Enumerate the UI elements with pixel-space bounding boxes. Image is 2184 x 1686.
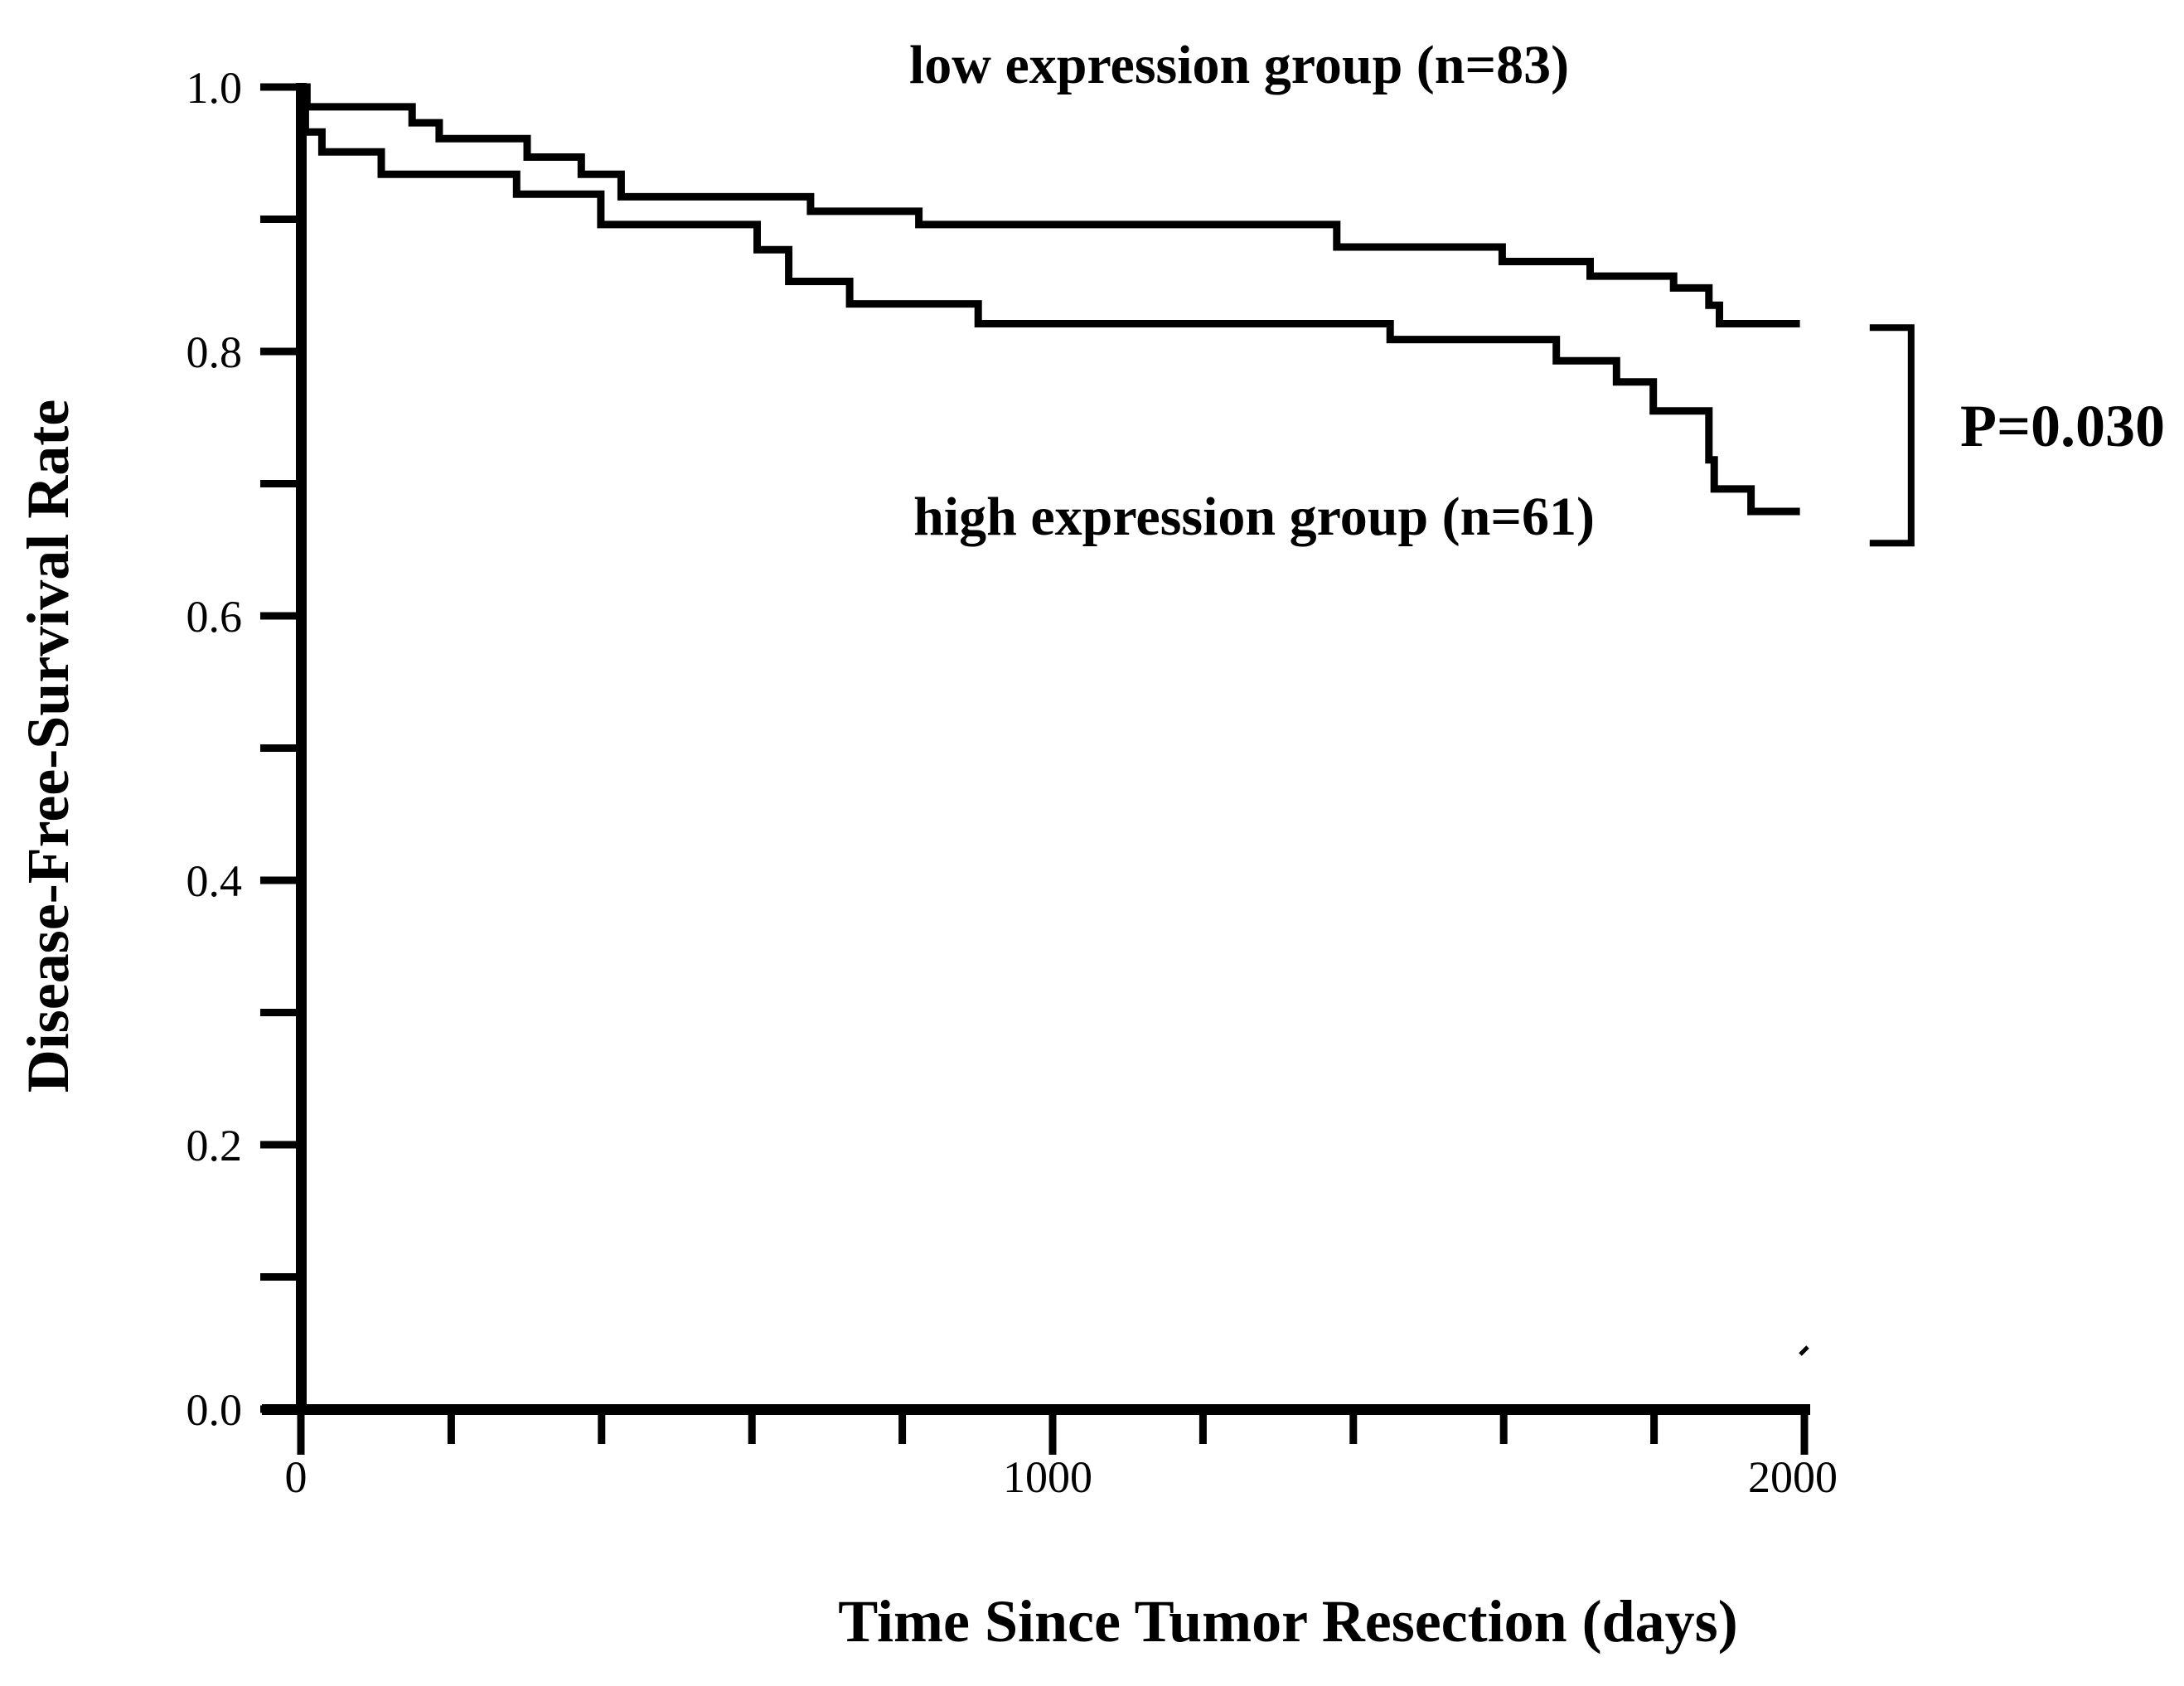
- y-axis-tick-label-0.6: 0.6: [186, 592, 243, 642]
- y-axis-title: Disease-Free-Survival Rate: [15, 400, 81, 1093]
- p-value-label: P=0.030: [1960, 393, 2165, 459]
- p-value-bracket: [1869, 324, 1915, 547]
- y-axis-tick-label-0.0: 0.0: [186, 1385, 243, 1435]
- low-expression-curve: [301, 83, 1800, 327]
- x-axis-tick-label-2000: 2000: [1748, 1452, 1838, 1502]
- y-axis-tick-label-0.4: 0.4: [186, 856, 243, 906]
- y-axis-tick-label-1.0: 1.0: [186, 63, 243, 113]
- x-axis-title: Time Since Tumor Resection (days): [838, 1588, 1737, 1655]
- high-group-label: high expression group (n=61): [913, 487, 1595, 547]
- x-axis-tick-label-1000: 1000: [1003, 1452, 1092, 1502]
- y-axis-line: [296, 83, 307, 1415]
- stray-mark: [1799, 1345, 1809, 1356]
- y-axis-tick-label-0.8: 0.8: [186, 327, 243, 377]
- low-group-label: low expression group (n=83): [909, 35, 1569, 95]
- x-axis-tick-label-0: 0: [285, 1452, 308, 1502]
- x-axis-line: [262, 1404, 1810, 1415]
- axis-ticks: 1.0 0.8 0.6 0.4 0.2 0.0 0 1000 2000: [186, 63, 1838, 1502]
- y-axis-tick-label-0.2: 0.2: [186, 1121, 243, 1170]
- high-expression-curve: [301, 83, 1800, 516]
